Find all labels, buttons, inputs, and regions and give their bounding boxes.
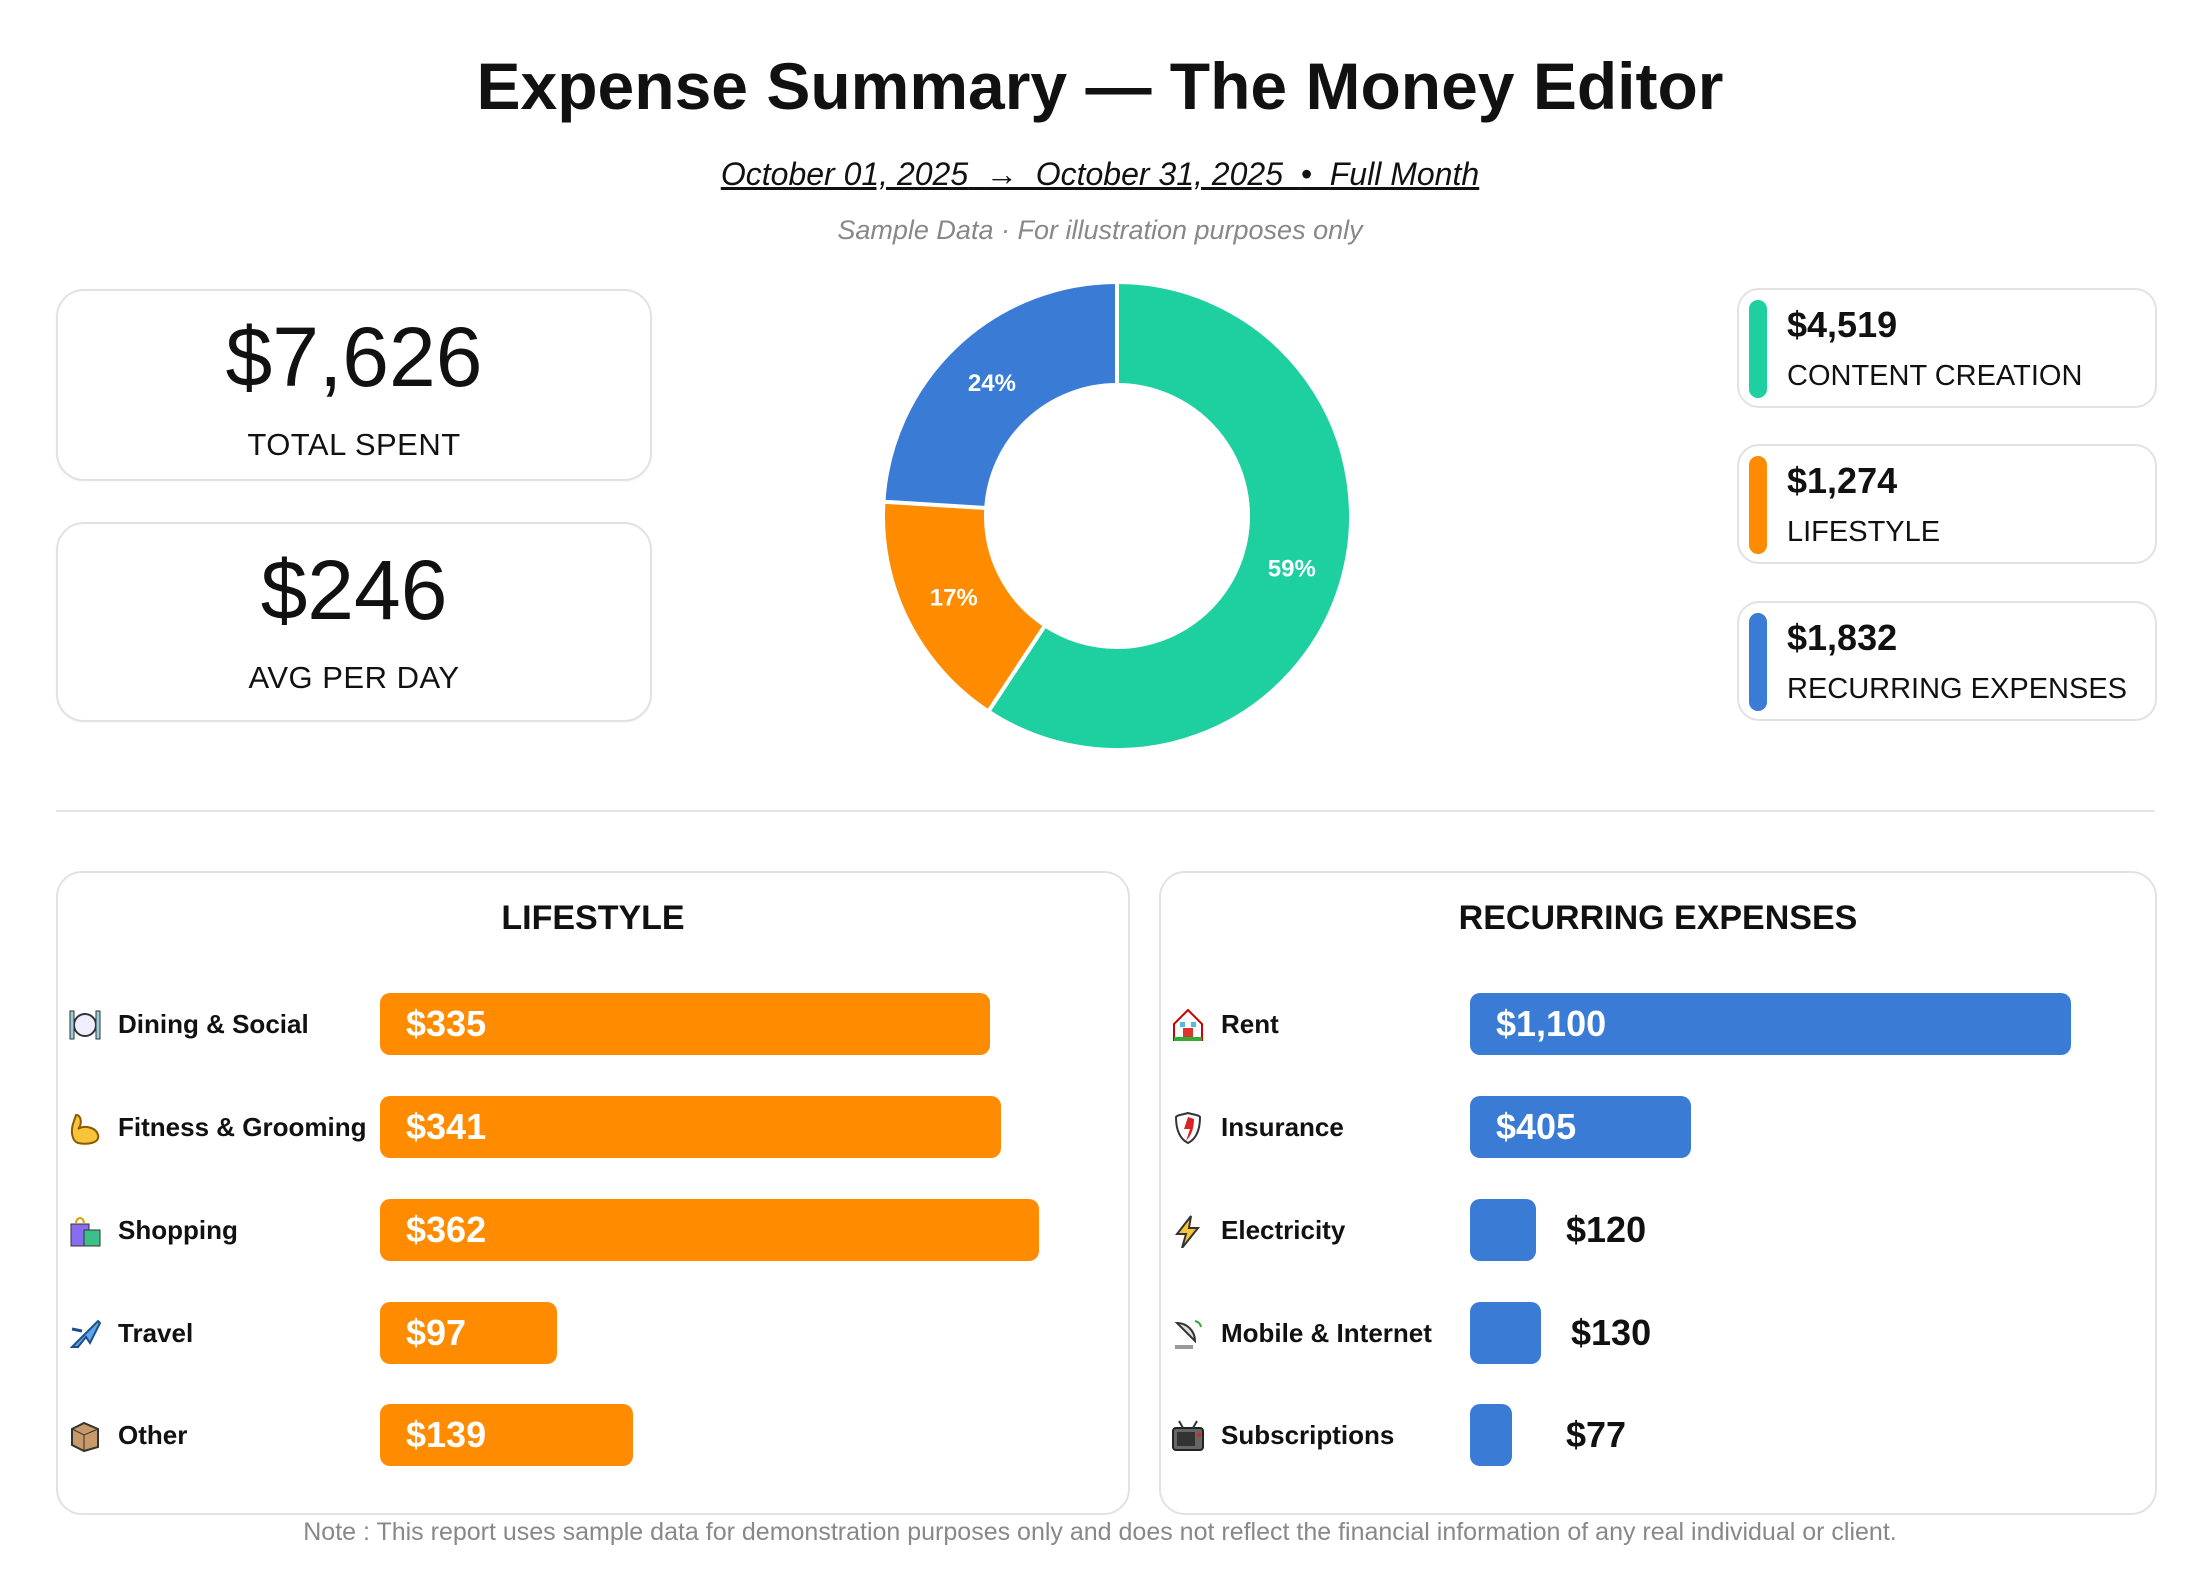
bar-mobile-internet <box>1470 1302 1542 1364</box>
sample-note: Sample Data · For illustration purposes … <box>837 215 1363 245</box>
legend-color-pill <box>1749 456 1767 554</box>
category-label-insurance: Insurance <box>1221 1112 1344 1142</box>
television-icon <box>1172 1420 1204 1451</box>
kpi-label: AVG PER DAY <box>248 660 460 695</box>
start-date: October 01, 2025 <box>720 156 969 192</box>
bar-value-label: $405 <box>1496 1106 1577 1147</box>
legend-color-pill <box>1749 300 1767 398</box>
bar-row: Electricity $120 <box>1161 1199 2155 1261</box>
legend-value: $1,832 <box>1787 617 1898 658</box>
bar-subscriptions <box>1470 1404 1513 1466</box>
lightning-icon <box>1174 1215 1201 1248</box>
end-date: October 31, 2025 <box>1035 156 1283 192</box>
category-label-rent: Rent <box>1221 1009 1279 1039</box>
satellite-antenna-icon <box>1174 1320 1202 1349</box>
slice-label: 24% <box>968 370 1016 397</box>
bar-row: Other $139 <box>58 1404 1128 1466</box>
bar-row: Dining & Social $335 <box>58 993 1128 1055</box>
separator: • <box>1300 156 1312 192</box>
slice-label: 17% <box>930 585 978 612</box>
bar-value-label: $139 <box>406 1414 487 1455</box>
bar-row: Fitness & Grooming $341 <box>58 1096 1128 1158</box>
category-label-fitness-grooming: Fitness & Grooming <box>118 1112 367 1142</box>
bar-row: Insurance $405 <box>1161 1096 2155 1158</box>
bar-row: Subscriptions $77 <box>1161 1404 2155 1466</box>
legend-card: $4,519 CONTENT CREATION <box>1737 288 2157 408</box>
bar-value-label: $120 <box>1566 1209 1647 1250</box>
category-label-travel: Travel <box>118 1318 194 1348</box>
kpi-label: TOTAL SPENT <box>247 427 461 462</box>
bar-value-label: $97 <box>406 1312 467 1353</box>
bar-value-label: $341 <box>406 1106 487 1147</box>
date-range: October 01, 2025 → October 31, 2025 • Fu… <box>0 156 2200 193</box>
kpi-avg-per-day: $246 AVG PER DAY <box>56 522 652 722</box>
package-icon <box>71 1421 99 1453</box>
donut-chart: 59% 17% 24% <box>881 279 1353 752</box>
bar-value-label: $130 <box>1571 1312 1652 1353</box>
legend-color-pill <box>1749 613 1767 711</box>
shopping-bags-icon <box>70 1217 101 1247</box>
category-label-other: Other <box>118 1420 188 1450</box>
legend-label: RECURRING EXPENSES <box>1787 673 2128 705</box>
bar-shopping: $362 <box>380 1199 1039 1261</box>
period: Full Month <box>1329 156 1480 192</box>
bar-value-label: $362 <box>406 1209 487 1250</box>
bar-row: Travel $97 <box>58 1302 1128 1364</box>
kpi-total-spent: $7,626 TOTAL SPENT <box>56 289 652 481</box>
footer-note: Note : This report uses sample data for … <box>303 1518 1897 1546</box>
arrow-icon: → <box>985 156 1018 192</box>
shield-icon <box>1174 1111 1202 1145</box>
recurring-panel: RECURRING EXPENSES Rent $1,100 Insurance… <box>1159 871 2157 1515</box>
fork-knife-plate-icon <box>69 1010 101 1040</box>
bar-electricity <box>1470 1199 1536 1261</box>
lifestyle-panel: LIFESTYLE Dining & Social $335 Fitness &… <box>56 871 1130 1515</box>
bar-travel: $97 <box>380 1302 557 1364</box>
panel-title: LIFESTYLE <box>501 899 685 937</box>
bar-other: $139 <box>380 1404 634 1466</box>
legend-label: LIFESTYLE <box>1787 516 1941 548</box>
category-label-dining-social: Dining & Social <box>118 1009 309 1039</box>
legend-value: $4,519 <box>1787 304 1898 345</box>
category-label-mobile-internet: Mobile & Internet <box>1221 1318 1432 1348</box>
flexed-biceps-icon <box>70 1113 100 1145</box>
divider <box>56 810 2155 812</box>
bar-row: Mobile & Internet $130 <box>1161 1302 2155 1364</box>
legend-value: $1,274 <box>1787 460 1898 501</box>
airplane-icon <box>69 1319 102 1348</box>
legend-card: $1,832 RECURRING EXPENSES <box>1737 601 2157 721</box>
bar-value-label: $1,100 <box>1496 1003 1607 1044</box>
page-title: Expense Summary — The Money Editor <box>476 49 1724 123</box>
bar-row: Shopping $362 <box>58 1199 1128 1261</box>
bar-row: Rent $1,100 <box>1161 993 2155 1055</box>
donut-slice <box>881 279 1119 511</box>
kpi-value: $7,626 <box>225 310 483 404</box>
legend-card: $1,274 LIFESTYLE <box>1737 444 2157 564</box>
category-label-shopping: Shopping <box>118 1215 238 1245</box>
donut-slice <box>985 279 1353 752</box>
donut-slice <box>881 499 1048 715</box>
category-label-subscriptions: Subscriptions <box>1221 1420 1395 1450</box>
bar-dining-social: $335 <box>380 993 990 1055</box>
bar-value-label: $335 <box>406 1003 487 1044</box>
bar-value-label: $77 <box>1566 1414 1627 1455</box>
house-icon <box>1173 1008 1203 1041</box>
kpi-value: $246 <box>260 543 448 637</box>
legend-label: CONTENT CREATION <box>1787 360 2083 392</box>
category-label-electricity: Electricity <box>1221 1215 1346 1245</box>
bar-insurance: $405 <box>1470 1096 1692 1158</box>
bar-rent: $1,100 <box>1470 993 2071 1055</box>
bar-fitness-grooming: $341 <box>380 1096 1001 1158</box>
panel-title: RECURRING EXPENSES <box>1458 899 1858 937</box>
slice-label: 59% <box>1268 555 1316 582</box>
